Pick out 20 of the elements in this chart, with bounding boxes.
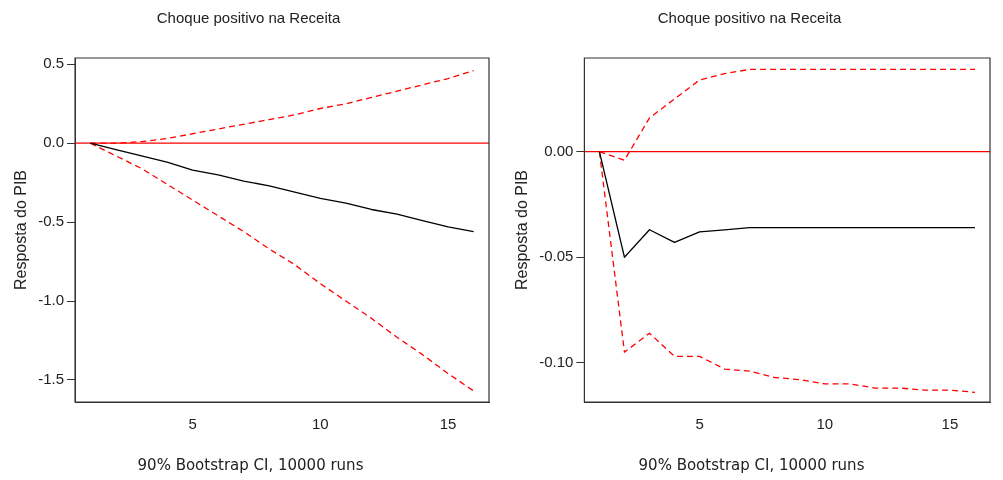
text: 90% Bootstrap CI, 10000 runs — [136, 456, 365, 474]
y-tick-label: 0.00 — [544, 141, 574, 159]
y-tick-label: -0.5 — [38, 212, 65, 230]
y-axis-title: Resposta do PIB — [513, 169, 531, 291]
chart-title: Choque positivo na Receita — [156, 9, 341, 27]
x-tick-label: 10 — [816, 415, 834, 433]
text: 90% Bootstrap CI, 10000 runs — [637, 456, 866, 474]
y-axis-title: Resposta do PIB — [12, 169, 30, 291]
y-tick-label: -1.5 — [38, 370, 65, 388]
x-tick-label: 5 — [188, 415, 197, 433]
x-tick-label: 15 — [941, 415, 959, 433]
y-tick-label: -0.05 — [539, 247, 574, 265]
y-tick-label: 0.5 — [43, 54, 65, 72]
y-tick-label: -1.0 — [38, 291, 65, 309]
y-tick-label: -0.10 — [539, 352, 574, 370]
x-tick-label: 5 — [695, 415, 704, 433]
chart-title: Choque positivo na Receita — [657, 9, 842, 27]
y-tick-label: 0.0 — [43, 133, 65, 151]
x-tick-label: 15 — [439, 415, 457, 433]
x-tick-label: 10 — [312, 415, 329, 433]
